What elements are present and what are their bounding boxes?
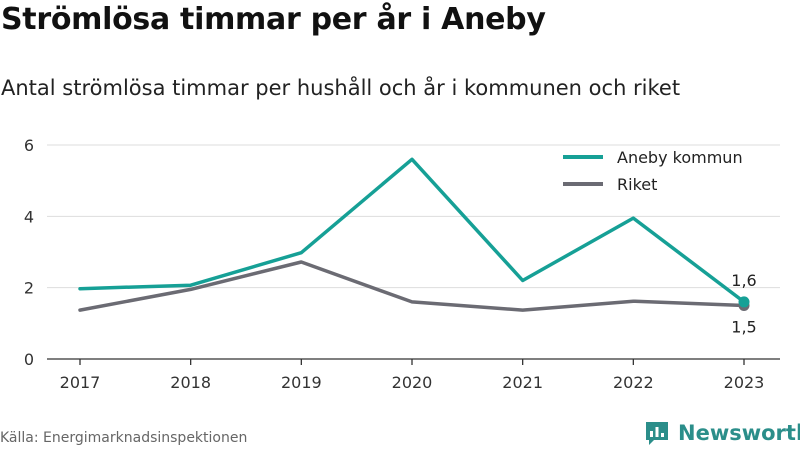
legend-label: Riket — [617, 175, 657, 194]
chart-subtitle: Antal strömlösa timmar per hushåll och å… — [1, 76, 681, 100]
series-line-aneby-kommun — [78, 157, 746, 304]
newsworthy-logo-icon — [646, 422, 668, 445]
source-note: Källa: Energimarknadsinspektionen — [0, 430, 248, 446]
x-tick-label: 2020 — [392, 373, 433, 392]
x-tick-label: 2018 — [170, 373, 211, 392]
legend: Aneby kommun Riket — [563, 148, 743, 194]
data-label: 1,5 — [731, 318, 756, 337]
series-line-riket — [78, 260, 746, 312]
y-tick-label: 0 — [24, 350, 34, 369]
x-tick-label: 2022 — [613, 373, 654, 392]
x-tick-label: 2019 — [281, 373, 322, 392]
y-tick-label: 4 — [24, 207, 34, 226]
series-lines — [78, 157, 750, 312]
legend-label: Aneby kommun — [617, 148, 743, 167]
y-tick-label: 6 — [24, 136, 34, 155]
x-axis-ticks: 2017 2018 2019 2020 2021 2022 2023 — [60, 359, 765, 392]
end-point-aneby-kommun — [738, 296, 750, 308]
line-chart: 0 2 4 6 2017 2018 2019 2020 2021 2022 2023 1,6 1,5… — [24, 136, 780, 392]
y-axis-ticks: 0 2 4 6 — [24, 136, 34, 369]
grid-lines — [47, 144, 780, 289]
brand-logo: Newsworthy — [644, 419, 800, 447]
chart-title: Strömlösa timmar per år i Aneby — [1, 2, 546, 37]
x-tick-label: 2021 — [502, 373, 543, 392]
data-label: 1,6 — [731, 271, 756, 290]
x-tick-label: 2023 — [724, 373, 765, 392]
brand-name: Newsworthy — [678, 421, 800, 445]
data-labels: 1,6 1,5 — [731, 271, 756, 337]
y-tick-label: 2 — [24, 279, 34, 298]
x-tick-label: 2017 — [60, 373, 101, 392]
